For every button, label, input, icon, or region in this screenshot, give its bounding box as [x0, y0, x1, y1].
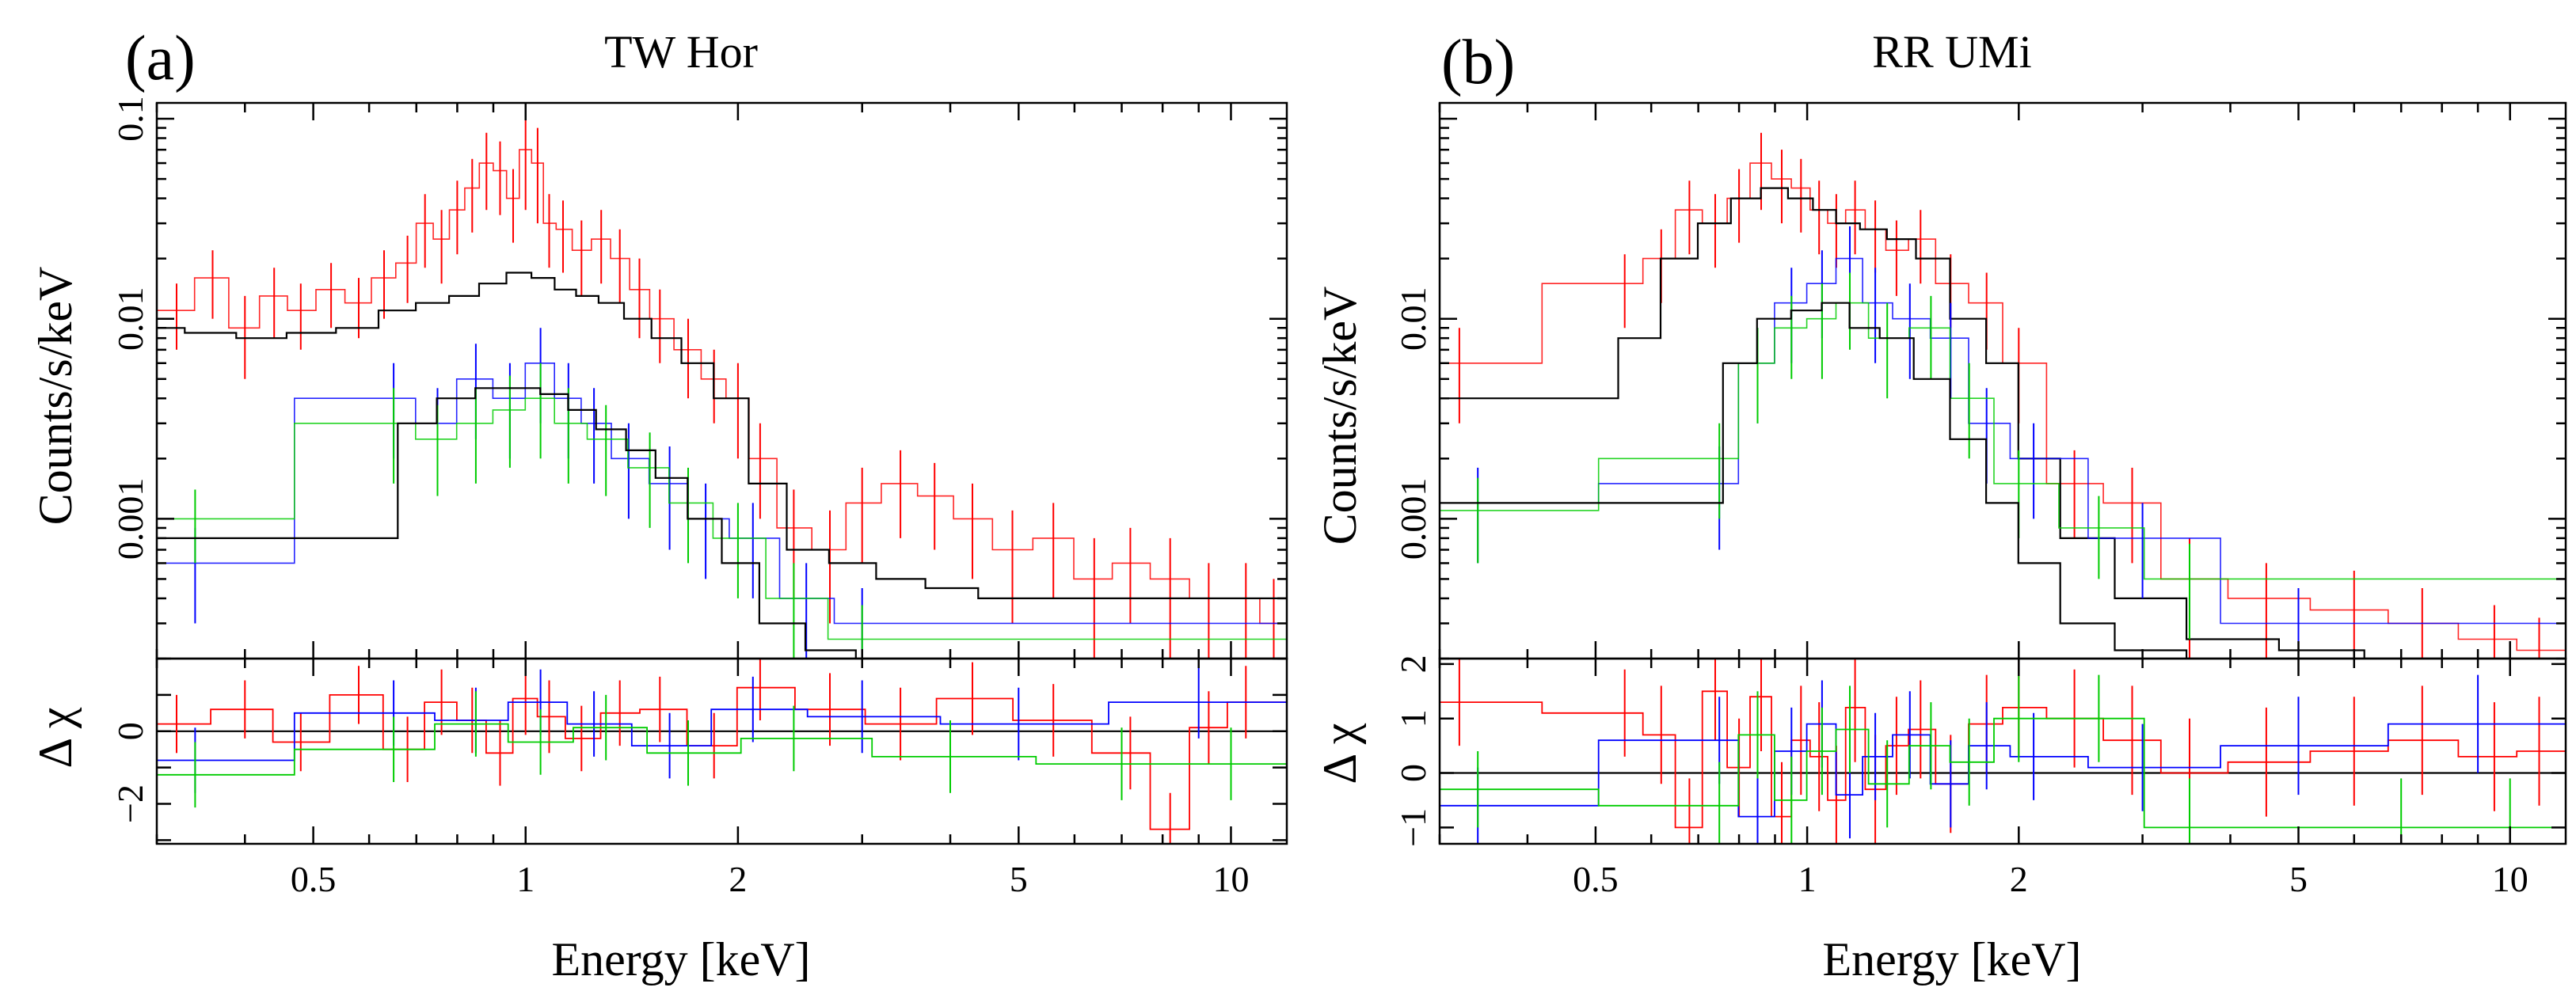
residual-series [1440, 674, 2566, 844]
y-tick-label-residual: 2 [1393, 655, 1433, 673]
data-step-line [157, 149, 1287, 625]
panel-label: (a) [125, 24, 196, 93]
series-mos2-data [1440, 272, 2566, 640]
y-axis-label-bottom: Δ χ [29, 707, 82, 768]
y-tick-label: 0.01 [110, 287, 150, 351]
y-axis-label-top: Counts/s/keV [29, 267, 82, 526]
series-mos1-data [157, 328, 1287, 659]
residual-step-line [1440, 723, 2566, 818]
series-mos-model [1440, 302, 2566, 659]
model-line [1440, 302, 2566, 659]
data-step-line [157, 363, 1287, 625]
series-pn-data [1440, 132, 2566, 659]
x-tick-label: 10 [2492, 859, 2528, 899]
data-step-line [157, 397, 1287, 640]
series-mos-model [157, 387, 1287, 659]
x-tick-label: 0.5 [291, 859, 337, 899]
y-tick-label-residual: 0 [110, 722, 150, 740]
chart-title: RR UMi [1872, 26, 2031, 78]
x-axis-label: Energy [keV] [551, 933, 810, 986]
y-tick-label-residual: 0 [1393, 764, 1433, 782]
series-pn-model [157, 272, 1287, 599]
y-tick-label: 0.01 [1393, 287, 1433, 351]
y-tick-label: 0.001 [110, 478, 150, 560]
x-axis-label: Energy [keV] [1822, 933, 2081, 986]
y-axis-label-top: Counts/s/keV [1314, 287, 1366, 545]
model-line [157, 387, 1287, 659]
y-tick-label-residual: −2 [110, 784, 150, 823]
y-axis-label-bottom: Δ χ [1314, 723, 1366, 784]
model-line [157, 272, 1287, 599]
y-tick-label-residual: 1 [1393, 709, 1433, 727]
plot-frame-bottom [1438, 657, 2567, 845]
x-tick-label: 2 [729, 859, 747, 899]
y-tick-label: 0.001 [1393, 478, 1433, 560]
series-pn-model [1440, 187, 2566, 659]
plot-frame-bottom [155, 657, 1288, 845]
residual-series [157, 691, 1287, 808]
residual-series [157, 666, 1287, 793]
model-line [1440, 187, 2566, 659]
plot-frame-top [1438, 101, 2567, 660]
series-mos1-data [1440, 226, 2566, 659]
y-tick-label-residual: −1 [1393, 808, 1433, 847]
residual-step-line [157, 701, 1287, 761]
series-mos2-data [157, 363, 1287, 659]
residual-series [1440, 659, 2566, 844]
data-step-line [1440, 302, 2566, 580]
residual-step-line [1440, 717, 2566, 829]
chart-title: TW Hor [604, 26, 758, 78]
panel-a: (a) TW Hor Energy [keV] Counts/s/keV Δ χ… [29, 24, 1288, 986]
data-step-line [1440, 162, 2566, 651]
x-tick-label: 5 [1010, 859, 1028, 899]
plot-frame-top [155, 101, 1288, 660]
x-tick-label: 2 [2010, 859, 2028, 899]
x-tick-label: 0.5 [1573, 859, 1619, 899]
x-tick-label: 1 [1798, 859, 1817, 899]
panel-b: (b) RR UMi Energy [keV] Counts/s/keV Δ χ… [1314, 26, 2567, 986]
residual-series [1440, 674, 2566, 844]
y-tick-label: 0.1 [110, 96, 150, 142]
x-tick-label: 5 [2289, 859, 2308, 899]
series-pn-data [157, 114, 1287, 659]
residual-step-line [157, 723, 1287, 776]
x-tick-label: 1 [516, 859, 535, 899]
residual-series [157, 659, 1287, 844]
panel-label: (b) [1441, 28, 1515, 97]
residual-step-line [1440, 690, 2566, 829]
x-tick-label: 10 [1213, 859, 1250, 899]
